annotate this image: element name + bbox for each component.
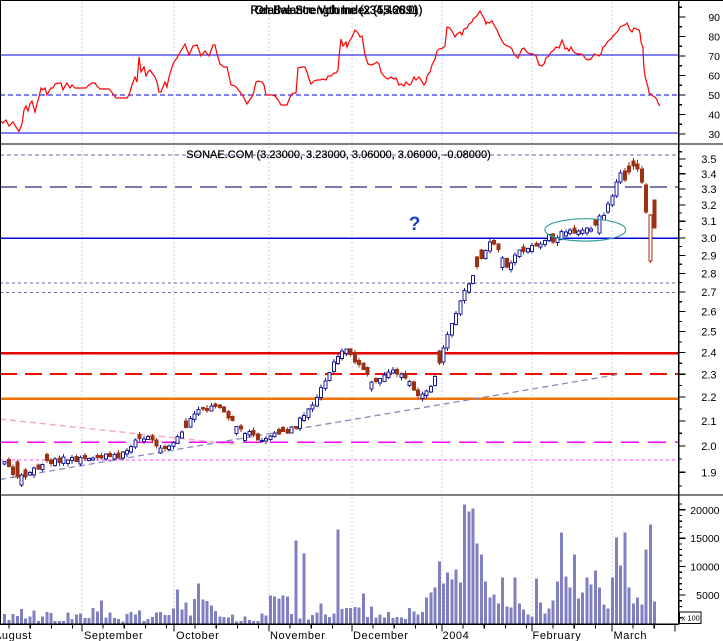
svg-text:40: 40: [708, 110, 720, 122]
svg-text:70: 70: [708, 51, 720, 63]
svg-text:August: August: [0, 630, 32, 641]
svg-text:3.0: 3.0: [701, 233, 716, 245]
svg-text:10000: 10000: [690, 562, 719, 574]
svg-text:3.5: 3.5: [701, 154, 716, 166]
svg-text:3.4: 3.4: [701, 169, 716, 181]
svg-text:50: 50: [708, 90, 720, 102]
svg-text:90: 90: [708, 12, 720, 24]
svg-text:December: December: [353, 630, 409, 641]
svg-text:60: 60: [708, 71, 720, 83]
svg-text:2.2: 2.2: [701, 392, 716, 404]
svg-text:1.9: 1.9: [701, 467, 716, 479]
svg-text:x 100: x 100: [682, 614, 700, 623]
svg-text:October: October: [176, 630, 219, 641]
svg-text:?: ?: [409, 214, 421, 235]
svg-text:2.0: 2.0: [701, 441, 716, 453]
svg-text:2.5: 2.5: [701, 327, 716, 339]
svg-text:March: March: [614, 630, 648, 641]
svg-text:2.6: 2.6: [701, 306, 716, 318]
svg-text:2.3: 2.3: [701, 369, 716, 381]
svg-text:2.8: 2.8: [701, 268, 716, 280]
svg-text:20000: 20000: [690, 505, 719, 517]
svg-text:2.9: 2.9: [701, 250, 716, 262]
svg-text:80: 80: [708, 32, 720, 44]
svg-text:November: November: [270, 630, 326, 641]
svg-text:Relative Strength Index (55.28: Relative Strength Index (55.2891): [251, 5, 423, 17]
svg-text:February: February: [533, 630, 582, 641]
svg-text:2.4: 2.4: [701, 348, 716, 360]
svg-text:2.7: 2.7: [701, 287, 716, 299]
svg-text:On Balance Volume (234,466.0): On Balance Volume (234,466.0): [255, 5, 419, 17]
svg-text:SONAE.COM (3.23000, 3.23000, 3: SONAE.COM (3.23000, 3.23000, 3.06000, 3.…: [186, 149, 491, 161]
svg-text:15000: 15000: [690, 533, 719, 545]
svg-text:2.1: 2.1: [701, 416, 716, 428]
svg-text:3.1: 3.1: [701, 216, 716, 228]
svg-text:September: September: [84, 630, 143, 641]
svg-text:30: 30: [708, 129, 720, 141]
svg-text:5000: 5000: [696, 590, 720, 602]
svg-text:2004: 2004: [443, 630, 470, 641]
svg-text:3.2: 3.2: [701, 200, 716, 212]
svg-text:3.3: 3.3: [701, 184, 716, 196]
